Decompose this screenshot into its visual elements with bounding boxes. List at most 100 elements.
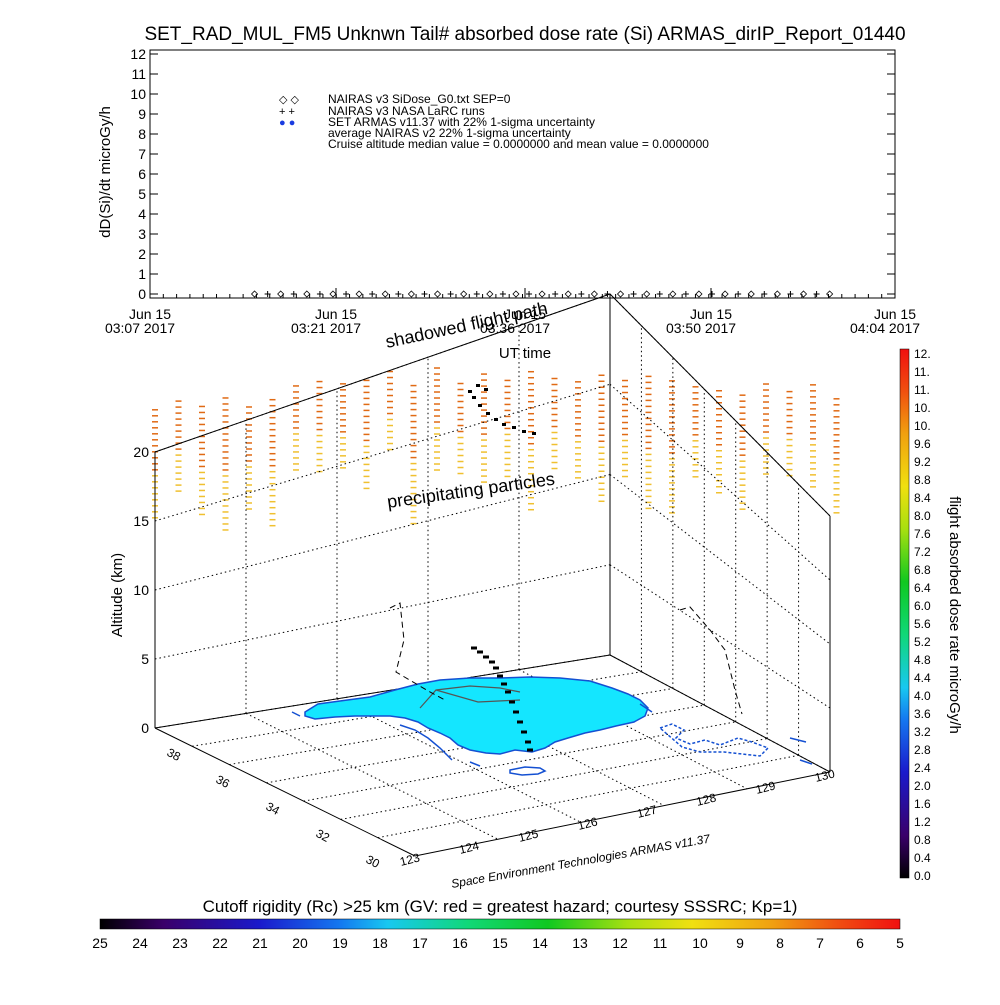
- flight-point: [472, 396, 476, 399]
- flight-point: [497, 674, 503, 678]
- colorbar-tick-label: 2.4: [914, 761, 931, 775]
- colorbar-tick-label: 6.4: [914, 581, 931, 595]
- rigidity-tick-label: 11: [653, 935, 668, 951]
- y-tick-label: 9: [138, 106, 146, 122]
- altitude-axis-label: Altitude (km): [109, 553, 126, 637]
- colorbar-tick-label: 8.4: [914, 491, 931, 505]
- rigidity-tick-label: 9: [736, 935, 744, 951]
- grid-line-wall-left: [154, 564, 611, 660]
- rigidity-tick-label: 17: [412, 935, 428, 951]
- x-tick-time: 03:36 2017: [480, 320, 550, 336]
- series-point-diamond: [433, 290, 442, 298]
- x-tick-date: Jun 15: [690, 306, 732, 322]
- flight-point: [502, 423, 506, 426]
- y-tick-label: 5: [138, 186, 146, 202]
- x-tick-date: Jun 15: [874, 306, 916, 322]
- rigidity-gradient: [99, 918, 901, 930]
- rigidity-tick-label: 23: [172, 935, 188, 951]
- colorbar-tick-label: 0.8: [914, 833, 931, 847]
- series-point-plus: [813, 291, 820, 297]
- credit-text: Space Environment Technologies ARMAS v11…: [450, 831, 712, 891]
- flight-point: [509, 700, 515, 704]
- floor-map: [291, 676, 813, 776]
- y-tick-label: 8: [138, 126, 146, 142]
- coast-fragments: [291, 703, 813, 767]
- top-x-axis-label: UT time: [499, 345, 551, 362]
- flight-point: [468, 390, 472, 393]
- flight-point: [477, 650, 483, 654]
- cutoff-rigidity-bar: Cutoff rigidity (Rc) >25 km (GV: red = g…: [92, 897, 904, 951]
- x-tick-date: Jun 15: [315, 306, 357, 322]
- legend-symbol: ● ●: [279, 117, 295, 129]
- rigidity-tick-label: 7: [816, 935, 824, 951]
- flight-point: [494, 418, 498, 421]
- y-tick-label: 1: [138, 266, 146, 282]
- top-series-marks: [250, 290, 834, 298]
- series-point-diamond: [695, 290, 703, 298]
- y-tick-label: 0: [138, 286, 146, 302]
- latitude-tick-label: 30: [364, 852, 383, 871]
- x-tick-time: 03:07 2017: [105, 320, 175, 336]
- latitude-tick-label: 32: [314, 826, 333, 845]
- rigidity-tick-label: 13: [572, 935, 588, 951]
- legend-entry: NAIRAS v3 SiDose_G0.txt SEP=0: [328, 92, 511, 106]
- legend-entry: SET ARMAS v11.37 with 22% 1-sigma uncert…: [328, 115, 595, 129]
- series-point-diamond: [329, 290, 337, 298]
- colorbar-tick-label: 2.8: [914, 743, 931, 757]
- flight-path-marks: [468, 384, 536, 752]
- rigidity-tick-label: 20: [292, 935, 308, 951]
- legend-entry: NAIRAS v3 NASA LaRC runs: [328, 104, 485, 118]
- series-point-plus: [630, 291, 637, 297]
- colorbar-tick-label: 0.4: [914, 851, 931, 865]
- series-point-plus: [787, 291, 794, 297]
- altitude-ticks: 0 5 10 15 20: [133, 444, 149, 736]
- series-point-plus: [264, 291, 271, 297]
- series-point-plus: [316, 291, 323, 297]
- flight-point: [489, 660, 495, 664]
- colorbar-gradient: [899, 348, 910, 879]
- grid-line-wall-left: [154, 474, 611, 591]
- top-y-axis-label: dD(Si)/dt microGy/h: [97, 106, 114, 238]
- colorbar-tick-label: 1.2: [914, 815, 931, 829]
- rigidity-tick-label: 24: [132, 935, 148, 951]
- rigidity-tick-label: 15: [492, 935, 508, 951]
- rigidity-ticks: 25 24 23 22 21 20 19 18 17 16 15 14 13 12 11 10 9 8 7 6 5: [92, 935, 904, 951]
- colorbar-ticks: 0.0 0.4 0.8 1.2 1.6 2.0 2.4 2.8 3.2 3.6 4.0 4.4 4.8 5…: [914, 347, 931, 883]
- rigidity-tick-label: 22: [212, 935, 228, 951]
- y-tick-label: 10: [130, 86, 146, 102]
- series-point-diamond: [486, 290, 494, 298]
- grid-line-wall-back: [609, 564, 831, 709]
- series-point-diamond: [643, 290, 651, 298]
- longitude-tick-label: 130: [813, 766, 836, 785]
- grid-line-floor: [427, 683, 665, 807]
- y-tick-label: 11: [131, 66, 146, 82]
- flight-point: [501, 682, 507, 686]
- altitude-tick-label: 0: [141, 720, 149, 736]
- series-point-diamond: [564, 290, 572, 298]
- colorbar-tick-label: 9.6: [914, 437, 931, 451]
- series-point-diamond: [826, 290, 834, 298]
- plot-box-3d: [154, 293, 831, 840]
- grid-line-floor: [245, 712, 499, 840]
- series-point-plus: [421, 291, 428, 297]
- flight-point: [512, 426, 516, 429]
- colorbar-tick-label: 12.: [914, 347, 931, 361]
- series-point-plus: [735, 291, 742, 297]
- series-point-plus: [343, 291, 350, 297]
- series-point-diamond: [616, 290, 625, 298]
- colorbar-tick-label: 10.: [914, 419, 931, 433]
- flight-point: [532, 432, 536, 435]
- grid-line-wall-back: [609, 474, 831, 645]
- flight-point: [522, 430, 526, 433]
- longitude-ticks: 123 124 125 126 127 128 129 130: [398, 766, 836, 869]
- latitude-tick-label: 36: [214, 772, 233, 791]
- flight-ground-track: [419, 685, 521, 709]
- rigidity-tick-label: 5: [896, 935, 904, 951]
- grid-line-wall-back: [609, 654, 831, 773]
- rigidity-tick-label: 14: [532, 935, 548, 951]
- series-point-diamond: [721, 290, 729, 298]
- colorbar-tick-label: 3.6: [914, 707, 931, 721]
